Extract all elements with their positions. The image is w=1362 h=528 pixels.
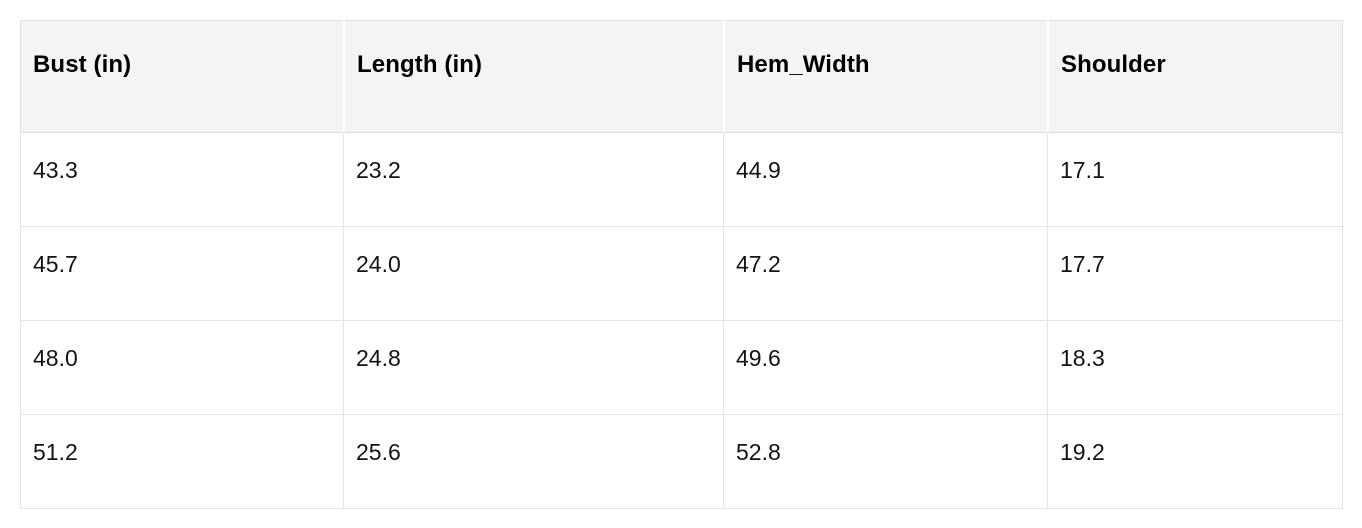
cell-value: 24.0 [356, 251, 401, 277]
cell-length: 24.0 [343, 227, 723, 321]
cell-value: 45.7 [33, 251, 78, 277]
column-header-shoulder-label: Shoulder [1061, 51, 1166, 78]
cell-value: 23.2 [356, 157, 401, 183]
cell-value: 44.9 [736, 157, 781, 183]
table-row: 43.3 23.2 44.9 17.1 [20, 133, 1343, 227]
table-header-row: Bust (in) Length (in) Hem_Width Shoulder [20, 20, 1343, 133]
cell-hem-width: 49.6 [723, 321, 1047, 415]
cell-value: 52.8 [736, 439, 781, 465]
cell-shoulder: 19.2 [1047, 415, 1343, 509]
size-chart-table: Bust (in) Length (in) Hem_Width Shoulder… [20, 20, 1343, 509]
column-header-bust-label: Bust (in) [33, 51, 132, 78]
cell-value: 48.0 [33, 345, 78, 371]
cell-shoulder: 18.3 [1047, 321, 1343, 415]
cell-value: 25.6 [356, 439, 401, 465]
cell-value: 17.7 [1060, 251, 1105, 277]
table-row: 51.2 25.6 52.8 19.2 [20, 415, 1343, 509]
cell-value: 51.2 [33, 439, 78, 465]
column-header-bust[interactable]: Bust (in) [20, 20, 343, 133]
cell-shoulder: 17.1 [1047, 133, 1343, 227]
size-chart-table-container: Bust (in) Length (in) Hem_Width Shoulder… [20, 20, 1343, 509]
cell-bust: 48.0 [20, 321, 343, 415]
cell-value: 49.6 [736, 345, 781, 371]
cell-hem-width: 47.2 [723, 227, 1047, 321]
cell-value: 43.3 [33, 157, 78, 183]
cell-length: 23.2 [343, 133, 723, 227]
column-header-hem-width-label: Hem_Width [737, 51, 870, 78]
table-header: Bust (in) Length (in) Hem_Width Shoulder [20, 20, 1343, 133]
cell-value: 19.2 [1060, 439, 1105, 465]
cell-bust: 43.3 [20, 133, 343, 227]
cell-shoulder: 17.7 [1047, 227, 1343, 321]
table-row: 48.0 24.8 49.6 18.3 [20, 321, 1343, 415]
cell-value: 47.2 [736, 251, 781, 277]
cell-hem-width: 52.8 [723, 415, 1047, 509]
column-header-hem-width[interactable]: Hem_Width [723, 20, 1047, 133]
cell-value: 18.3 [1060, 345, 1105, 371]
column-header-length[interactable]: Length (in) [343, 20, 723, 133]
cell-length: 24.8 [343, 321, 723, 415]
column-header-shoulder[interactable]: Shoulder [1047, 20, 1343, 133]
table-body: 43.3 23.2 44.9 17.1 45.7 24.0 47.2 17.7 … [20, 133, 1343, 509]
cell-value: 24.8 [356, 345, 401, 371]
table-row: 45.7 24.0 47.2 17.7 [20, 227, 1343, 321]
column-header-length-label: Length (in) [357, 51, 483, 78]
cell-length: 25.6 [343, 415, 723, 509]
cell-bust: 51.2 [20, 415, 343, 509]
cell-bust: 45.7 [20, 227, 343, 321]
cell-value: 17.1 [1060, 157, 1105, 183]
cell-hem-width: 44.9 [723, 133, 1047, 227]
